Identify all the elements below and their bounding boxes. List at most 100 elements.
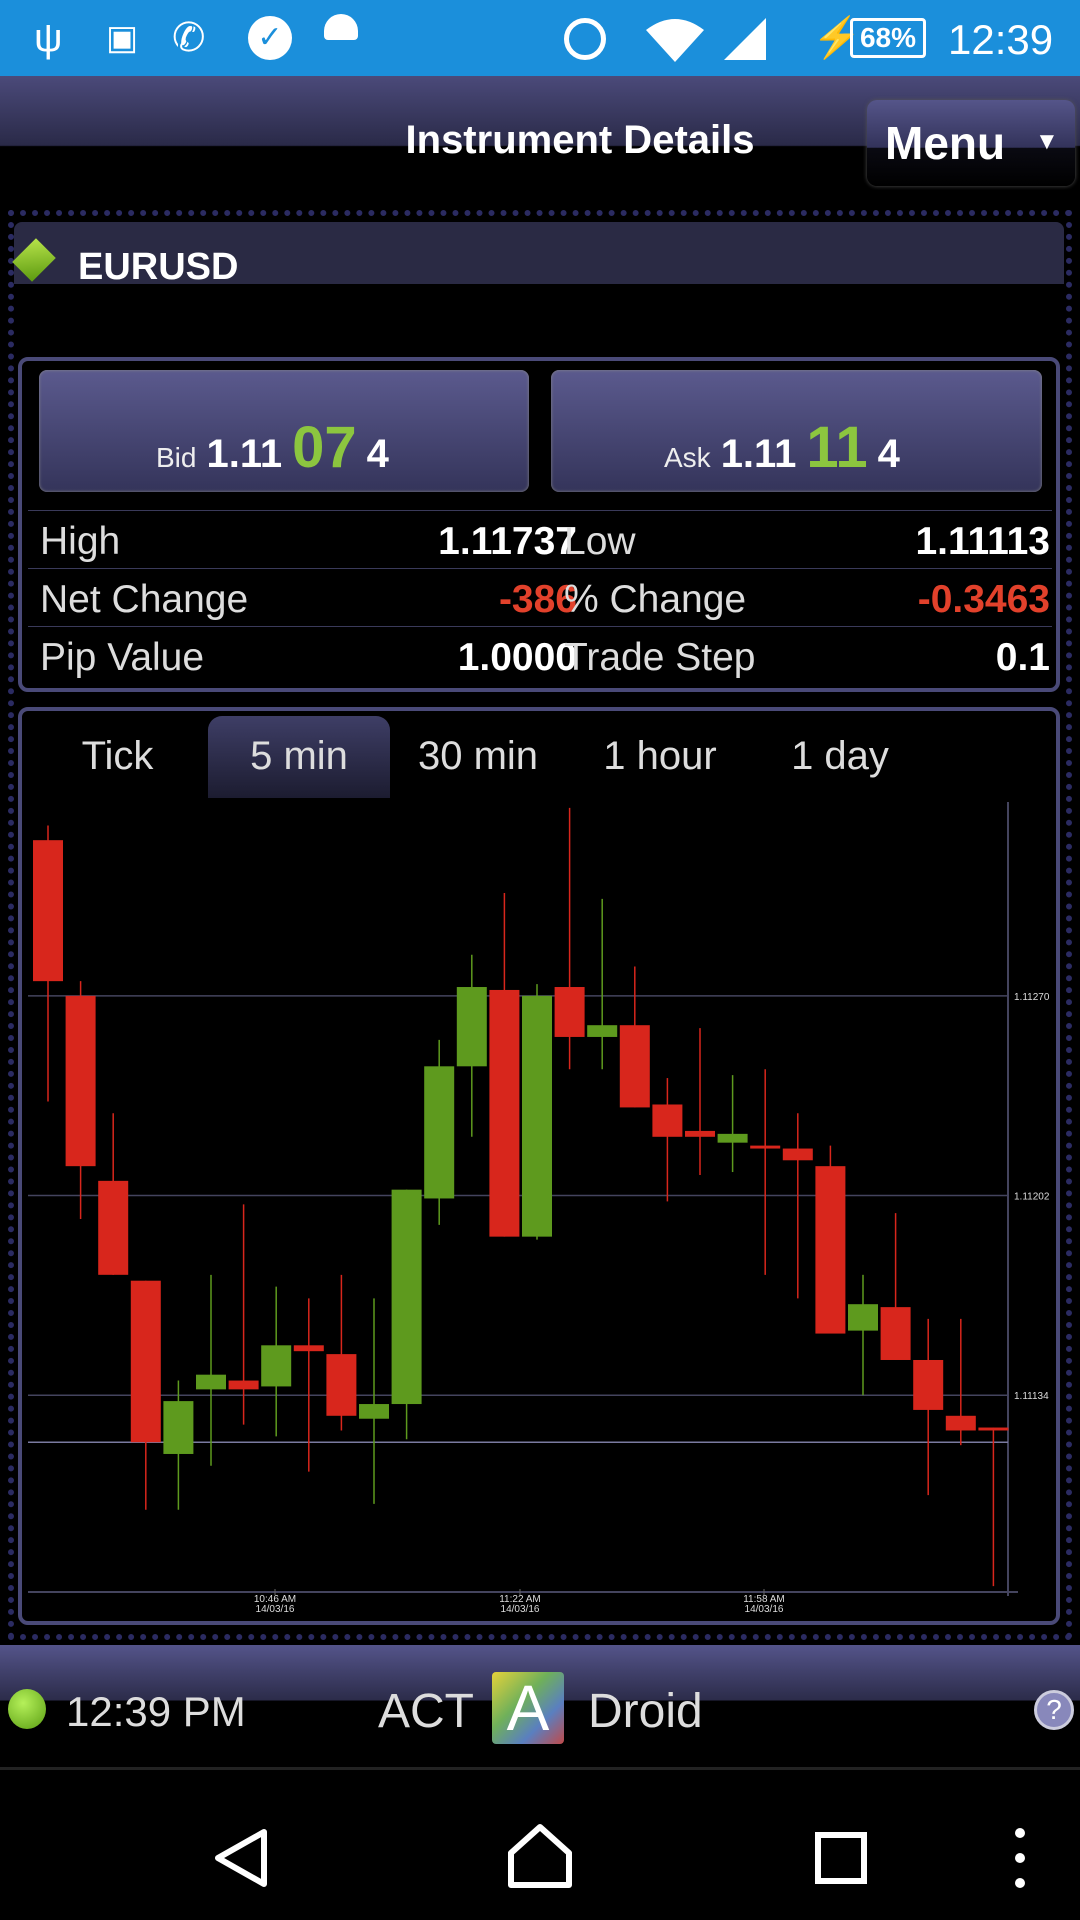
- brand-droid: Droid: [588, 1685, 703, 1738]
- menu-label[interactable]: Menu: [885, 117, 1006, 169]
- candle-body-down: [685, 1130, 715, 1137]
- candle-body-up: [848, 1304, 878, 1331]
- stat-value: -0.3463: [917, 578, 1050, 621]
- help-icon[interactable]: ?: [1034, 1690, 1074, 1730]
- ask-label: Ask: [664, 442, 711, 473]
- stat-value: 1.11113: [915, 520, 1050, 563]
- candle-body-down: [782, 1148, 813, 1161]
- wifi-icon: [646, 19, 704, 62]
- page-title: Instrument Details: [405, 118, 755, 162]
- candle-body-down: [554, 987, 585, 1037]
- chevron-down-icon[interactable]: ▼: [1035, 128, 1059, 155]
- overflow-icon[interactable]: [1010, 1825, 1030, 1891]
- alarm-icon: [564, 18, 606, 60]
- footer-time: 12:39 PM: [66, 1688, 246, 1735]
- candle-body-down: [98, 1180, 129, 1275]
- candle-body-down: [293, 1345, 324, 1352]
- candle-body-down: [652, 1104, 683, 1137]
- bid-big-figure: 07: [292, 415, 357, 480]
- bid-button[interactable]: [39, 370, 529, 492]
- stat-value: 0.1: [995, 636, 1050, 679]
- candle-body-up: [261, 1345, 292, 1387]
- home-icon[interactable]: [505, 1823, 575, 1889]
- android-icon: [324, 14, 358, 40]
- candle-body-down: [489, 989, 520, 1237]
- candle-body-down: [228, 1380, 259, 1390]
- candle-body-up: [163, 1401, 194, 1454]
- tab-1-day[interactable]: 1 day: [791, 734, 889, 778]
- bid-label: Bid: [156, 442, 197, 473]
- x-tick-time: 11:22 AM: [499, 1594, 541, 1605]
- brand-act: ACT: [378, 1685, 474, 1738]
- instrument-bar: [14, 222, 1064, 284]
- candle-body-down: [913, 1359, 944, 1410]
- back-icon[interactable]: [212, 1828, 272, 1888]
- status-bar: ψ ▣ ✆ ✓ ⚡ 68% 12:39: [0, 0, 1080, 76]
- bid-suffix: 4: [366, 432, 389, 476]
- stat-value: -386: [498, 578, 577, 621]
- candle-body-down: [945, 1415, 976, 1431]
- candle-body-down: [619, 1025, 650, 1108]
- candle-body-up: [424, 1066, 455, 1199]
- status-time: 12:39: [948, 16, 1054, 63]
- tab-30-min[interactable]: 30 min: [417, 734, 539, 778]
- act-droid-logo: A: [492, 1672, 564, 1744]
- battery-indicator: 68%: [850, 18, 926, 58]
- candle-body-up: [456, 987, 487, 1067]
- task-check-icon: ✓: [248, 16, 292, 60]
- ask-button[interactable]: [551, 370, 1042, 492]
- wifi-call-icon: ✆: [172, 16, 206, 60]
- candle-body-down: [33, 840, 63, 982]
- candle-body-down: [65, 995, 96, 1167]
- candle-body-up: [196, 1374, 226, 1390]
- stat-label: % Change: [564, 578, 747, 621]
- candle-body-down: [326, 1354, 357, 1416]
- stat-value: 1.11737: [438, 520, 577, 563]
- stat-label: Low: [564, 520, 636, 563]
- candle-body-down: [815, 1166, 846, 1334]
- stat-label: Pip Value: [40, 636, 205, 679]
- y-tick-label: 1.11134: [1014, 1391, 1049, 1402]
- candle-body-down: [978, 1427, 1009, 1431]
- stat-label: Net Change: [40, 578, 249, 621]
- y-tick-label: 1.11270: [1014, 992, 1050, 1003]
- image-icon: ▣: [106, 19, 139, 57]
- bid-price[interactable]: Bid 1.11 07 4: [156, 414, 389, 481]
- candle-body-down: [130, 1280, 161, 1443]
- candle-body-down: [750, 1145, 781, 1149]
- tab-5-min[interactable]: 5 min: [208, 716, 390, 798]
- navigation-bar: [0, 1773, 1080, 1920]
- usb-icon: ψ: [34, 16, 63, 60]
- stats-row-high-low: High 1.11737 Low 1.11113: [28, 510, 1052, 568]
- ask-price[interactable]: Ask 1.11 11 4: [664, 414, 900, 481]
- candle-body-up: [391, 1189, 422, 1405]
- menu-button[interactable]: [867, 100, 1075, 186]
- candle-body-up: [717, 1133, 748, 1143]
- candle-body-down: [880, 1307, 911, 1360]
- y-tick-label: 1.11202: [1014, 1192, 1050, 1203]
- stats-row-change: Net Change -386 % Change -0.3463: [28, 568, 1052, 626]
- ask-big-figure: 11: [806, 415, 868, 480]
- x-tick-date: 14/03/16: [256, 1604, 295, 1615]
- tab-tick[interactable]: Tick: [81, 734, 154, 778]
- stat-label: High: [40, 520, 121, 563]
- candle-body-up: [522, 995, 552, 1237]
- connection-status-icon: [8, 1689, 46, 1729]
- tab-1-hour[interactable]: 1 hour: [603, 734, 717, 778]
- x-tick-date: 14/03/16: [745, 1604, 784, 1615]
- x-tick-date: 14/03/16: [501, 1604, 540, 1615]
- stat-label: Trade Step: [564, 636, 756, 679]
- stat-value: 1.0000: [457, 636, 577, 679]
- signal-icon: [724, 18, 766, 60]
- x-tick-time: 10:46 AM: [254, 1594, 296, 1605]
- candle-body-up: [359, 1404, 389, 1419]
- recents-icon[interactable]: [814, 1831, 868, 1885]
- stats-row-pip: Pip Value 1.0000 Trade Step 0.1: [28, 626, 1052, 684]
- ask-prefix: 1.11: [720, 432, 797, 476]
- candle-body-up: [587, 1025, 618, 1037]
- x-tick-time: 11:58 AM: [743, 1594, 785, 1605]
- bid-prefix: 1.11: [206, 432, 283, 476]
- ask-suffix: 4: [877, 432, 900, 476]
- charging-icon: ⚡: [812, 16, 862, 60]
